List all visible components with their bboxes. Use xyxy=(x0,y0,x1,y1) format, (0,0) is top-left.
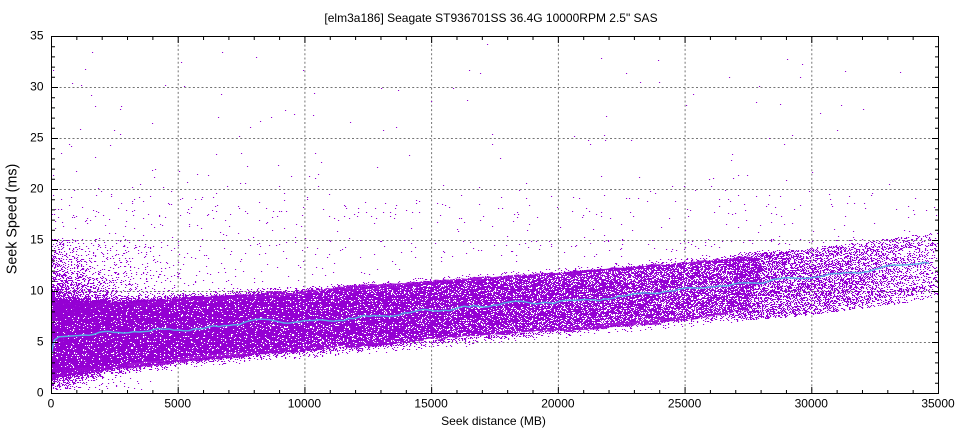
svg-text:5000: 5000 xyxy=(164,396,191,410)
svg-text:0: 0 xyxy=(37,386,44,400)
svg-text:20000: 20000 xyxy=(541,396,575,410)
svg-text:5: 5 xyxy=(37,335,44,349)
svg-text:0: 0 xyxy=(48,396,55,410)
svg-text:15: 15 xyxy=(30,233,44,247)
svg-text:15000: 15000 xyxy=(414,396,448,410)
svg-text:Seek Speed (ms): Seek Speed (ms) xyxy=(5,164,21,274)
svg-text:10000: 10000 xyxy=(288,396,322,410)
svg-text:25: 25 xyxy=(30,131,44,145)
svg-text:[elm3a186] Seagate ST936701SS: [elm3a186] Seagate ST936701SS 36.4G 1000… xyxy=(324,11,657,25)
svg-text:30: 30 xyxy=(30,80,44,94)
svg-text:10: 10 xyxy=(30,284,44,298)
svg-text:25000: 25000 xyxy=(668,396,702,410)
svg-text:Seek distance (MB): Seek distance (MB) xyxy=(441,414,546,428)
svg-text:35000: 35000 xyxy=(921,396,955,410)
svg-text:35: 35 xyxy=(30,29,44,43)
svg-text:30000: 30000 xyxy=(795,396,829,410)
svg-text:20: 20 xyxy=(30,182,44,196)
